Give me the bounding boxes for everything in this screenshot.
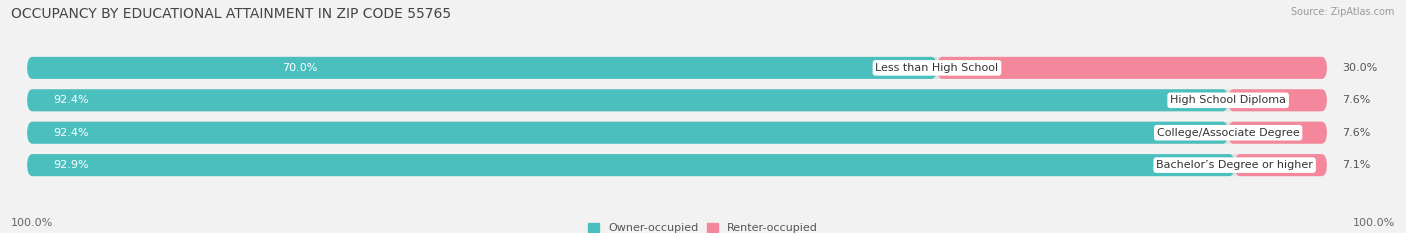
Text: Source: ZipAtlas.com: Source: ZipAtlas.com <box>1291 7 1395 17</box>
FancyBboxPatch shape <box>27 89 1327 111</box>
Text: 100.0%: 100.0% <box>1353 218 1395 228</box>
Text: Bachelor’s Degree or higher: Bachelor’s Degree or higher <box>1156 160 1313 170</box>
FancyBboxPatch shape <box>1229 122 1327 144</box>
FancyBboxPatch shape <box>27 122 1229 144</box>
FancyBboxPatch shape <box>27 57 1327 79</box>
FancyBboxPatch shape <box>27 57 936 79</box>
Text: Less than High School: Less than High School <box>876 63 998 73</box>
Text: 92.4%: 92.4% <box>53 128 89 138</box>
Text: 92.4%: 92.4% <box>53 95 89 105</box>
Text: 92.9%: 92.9% <box>53 160 89 170</box>
Legend: Owner-occupied, Renter-occupied: Owner-occupied, Renter-occupied <box>588 223 818 233</box>
FancyBboxPatch shape <box>27 89 1229 111</box>
Text: College/Associate Degree: College/Associate Degree <box>1157 128 1299 138</box>
Text: 7.6%: 7.6% <box>1343 128 1371 138</box>
Text: 100.0%: 100.0% <box>11 218 53 228</box>
Text: 7.6%: 7.6% <box>1343 95 1371 105</box>
Text: OCCUPANCY BY EDUCATIONAL ATTAINMENT IN ZIP CODE 55765: OCCUPANCY BY EDUCATIONAL ATTAINMENT IN Z… <box>11 7 451 21</box>
FancyBboxPatch shape <box>1229 89 1327 111</box>
FancyBboxPatch shape <box>27 154 1327 176</box>
Text: 30.0%: 30.0% <box>1343 63 1378 73</box>
Text: High School Diploma: High School Diploma <box>1170 95 1286 105</box>
FancyBboxPatch shape <box>1234 154 1327 176</box>
Text: 7.1%: 7.1% <box>1343 160 1371 170</box>
FancyBboxPatch shape <box>27 154 1234 176</box>
Text: 70.0%: 70.0% <box>281 63 318 73</box>
FancyBboxPatch shape <box>27 122 1327 144</box>
FancyBboxPatch shape <box>936 57 1327 79</box>
